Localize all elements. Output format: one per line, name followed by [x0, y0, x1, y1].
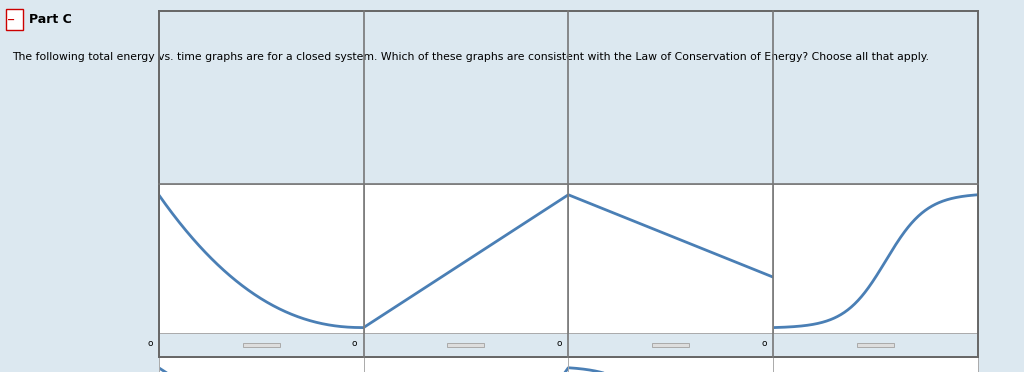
Text: o: o	[352, 339, 357, 348]
Bar	[243, 343, 280, 347]
Text: The following total energy vs. time graphs are for a closed system. Which of the: The following total energy vs. time grap…	[12, 52, 930, 62]
Text: o: o	[557, 339, 562, 348]
Text: −: −	[7, 15, 15, 25]
Bar	[447, 343, 484, 347]
Bar	[652, 343, 689, 347]
Text: o: o	[147, 339, 153, 348]
Text: o: o	[762, 339, 767, 348]
Bar	[857, 343, 894, 347]
Text: Part C: Part C	[29, 13, 72, 26]
Bar	[6, 9, 23, 31]
